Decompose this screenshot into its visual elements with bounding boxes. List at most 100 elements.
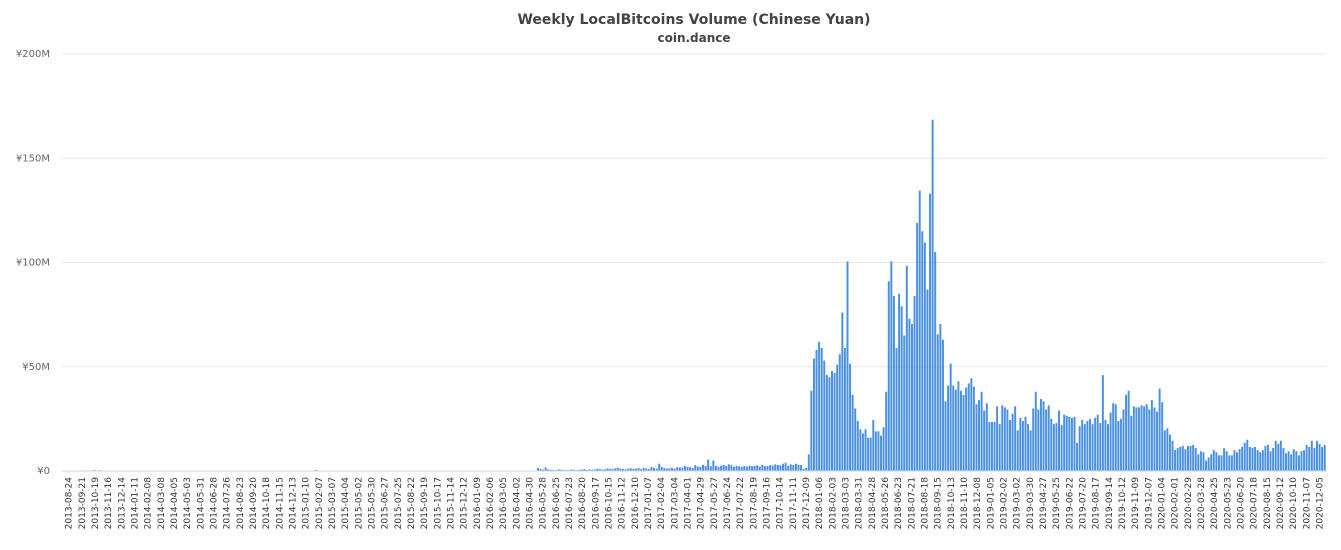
bar — [892, 295, 895, 471]
bar — [972, 386, 975, 471]
x-tick-label: 2017-04-01 — [683, 477, 693, 529]
bar — [792, 465, 795, 471]
bar — [1132, 406, 1135, 472]
bar — [1104, 419, 1107, 471]
bar — [557, 469, 560, 471]
bar — [689, 467, 692, 471]
bar — [1125, 394, 1128, 471]
bar — [738, 466, 741, 471]
bar — [1243, 442, 1246, 471]
bar — [1138, 407, 1140, 471]
bar — [1220, 455, 1223, 471]
bar — [828, 377, 831, 472]
x-tick-label: 2013-09-21 — [78, 477, 88, 529]
bar — [1264, 445, 1267, 471]
bar — [619, 468, 622, 471]
bar — [926, 289, 929, 472]
bar — [1300, 451, 1303, 471]
bar — [1117, 420, 1120, 471]
x-tick-label: 2020-01-04 — [1157, 477, 1167, 530]
x-tick-label: 2018-12-08 — [973, 477, 983, 530]
bar — [1303, 450, 1306, 471]
bar — [616, 467, 619, 471]
bar — [1091, 424, 1094, 471]
x-tick-label: 2014-03-08 — [157, 477, 167, 530]
bar — [1197, 454, 1200, 471]
bar — [900, 306, 903, 471]
bar — [843, 347, 846, 472]
bar — [1238, 449, 1241, 471]
bar — [614, 468, 617, 471]
bar — [769, 465, 772, 471]
x-tick-label: 2018-11-10 — [960, 477, 970, 530]
bar — [1019, 417, 1022, 471]
x-tick-label: 2016-07-23 — [565, 477, 575, 529]
bar — [1114, 404, 1117, 471]
bar — [647, 468, 650, 471]
bar — [1205, 460, 1208, 471]
bar — [539, 468, 542, 471]
bar — [717, 466, 720, 471]
bar — [929, 193, 932, 471]
x-tick-label: 2017-02-04 — [657, 477, 667, 530]
x-tick-label: 2014-05-31 — [196, 477, 206, 529]
x-tick-label: 2019-08-17 — [1092, 477, 1102, 529]
bar — [867, 437, 870, 471]
x-tick-label: 2014-09-20 — [249, 477, 259, 530]
x-tick-label: 2015-08-22 — [407, 477, 417, 529]
bar — [1176, 448, 1179, 471]
bar — [1189, 445, 1192, 471]
x-tick-label: 2013-11-16 — [104, 477, 114, 530]
bar — [696, 466, 699, 471]
bar — [591, 469, 594, 471]
bar — [789, 464, 792, 471]
bar — [805, 467, 808, 471]
bar — [849, 363, 852, 471]
bar — [709, 466, 712, 471]
x-tick-label: 2014-11-15 — [275, 477, 285, 529]
bar — [560, 469, 563, 471]
bar — [1315, 440, 1318, 471]
x-tick-label: 2014-07-26 — [223, 477, 233, 530]
bar — [877, 431, 880, 471]
bar — [1313, 448, 1316, 471]
x-tick-label: 2019-11-09 — [1131, 477, 1141, 530]
x-tick-label: 2015-01-10 — [302, 477, 312, 530]
x-tick-label: 2020-12-05 — [1315, 477, 1325, 529]
bar — [691, 467, 694, 471]
bar — [983, 410, 986, 471]
x-tick-label: 2016-11-12 — [618, 477, 628, 529]
bar — [1135, 407, 1138, 471]
bar — [990, 422, 993, 471]
bar — [1272, 448, 1275, 471]
bar — [1259, 452, 1262, 472]
bar — [1305, 444, 1308, 471]
x-tick-label: 2015-06-27 — [381, 477, 391, 529]
bar — [1215, 452, 1218, 472]
bar — [934, 252, 937, 471]
bar — [810, 390, 813, 471]
x-tick-label: 2017-12-09 — [802, 477, 812, 530]
bar — [1210, 454, 1213, 471]
bar — [1228, 455, 1231, 471]
bar — [1254, 447, 1257, 471]
bar — [632, 468, 635, 471]
bar — [967, 383, 970, 471]
x-tick-label: 2016-04-02 — [512, 477, 522, 529]
bar — [947, 385, 950, 471]
bar — [758, 466, 761, 471]
x-tick-label: 2018-07-21 — [907, 477, 917, 529]
bar — [952, 385, 955, 471]
bar — [911, 324, 913, 471]
bar — [1230, 455, 1233, 471]
bar — [1001, 405, 1004, 471]
bar — [583, 469, 586, 471]
y-tick-label: ¥200M — [16, 49, 50, 60]
x-tick-label: 2019-10-12 — [1118, 477, 1128, 529]
bar — [1058, 410, 1060, 471]
x-tick-label: 2017-05-27 — [710, 477, 720, 529]
bar — [1212, 450, 1215, 471]
x-tick-label: 2017-09-16 — [762, 477, 772, 530]
bar — [820, 347, 823, 472]
bar — [874, 431, 877, 471]
